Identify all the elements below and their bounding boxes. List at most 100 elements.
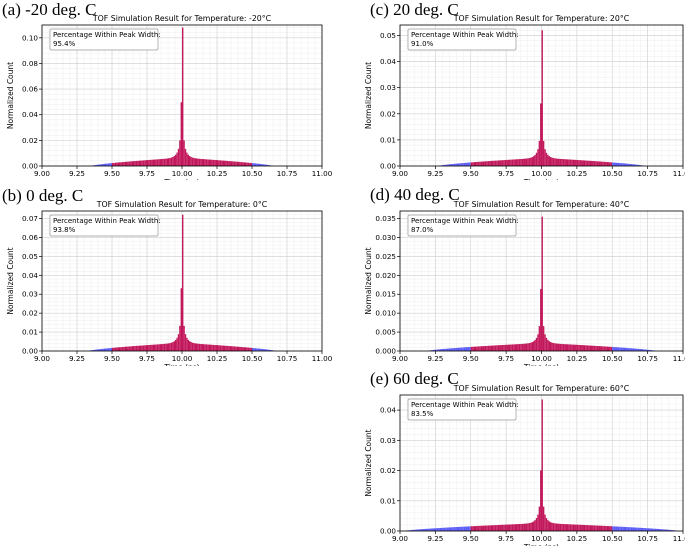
x-tick-label: 10.75 — [637, 169, 658, 178]
histogram-bar — [428, 528, 430, 531]
x-tick-label: 10.50 — [602, 354, 623, 363]
histogram-bar — [547, 154, 549, 166]
histogram-bar — [482, 161, 484, 166]
histogram-bar — [92, 349, 94, 351]
histogram-bar — [487, 345, 490, 351]
panel-label-c: (c) 20 deg. C — [370, 0, 459, 19]
histogram-bar — [226, 345, 229, 351]
annotation-line-2: 95.4% — [53, 40, 76, 48]
histogram-bar — [144, 160, 146, 166]
histogram-bar — [517, 524, 519, 531]
histogram-bar — [186, 337, 188, 351]
chart-title: TOF Simulation Result for Temperature: 4… — [453, 200, 630, 209]
histogram-bar — [493, 160, 495, 166]
histogram-bar — [267, 349, 269, 351]
x-tick-label: 11.00 — [312, 354, 333, 363]
histogram-bar — [109, 348, 111, 351]
histogram-bar — [619, 526, 621, 531]
x-tick-label: 11.00 — [673, 169, 685, 178]
histogram-bar — [225, 345, 227, 351]
histogram-bar — [233, 161, 236, 166]
histogram-bar — [179, 140, 181, 166]
histogram-bar — [425, 528, 427, 531]
histogram-bar — [412, 529, 415, 531]
x-tick-label: 10.25 — [567, 534, 588, 543]
panel-label-b: (b) 0 deg. C — [2, 186, 84, 205]
histogram-bar — [460, 526, 463, 531]
histogram-bar — [418, 529, 420, 531]
histogram-bar — [525, 343, 528, 351]
histogram-bar — [657, 528, 659, 531]
histogram-bar — [658, 529, 661, 531]
histogram-bar — [535, 337, 538, 351]
histogram-bar — [582, 345, 584, 351]
histogram-bar — [555, 523, 558, 531]
histogram-bar — [589, 345, 592, 351]
histogram-bar — [207, 344, 209, 351]
histogram-bar — [474, 162, 477, 166]
histogram-bar — [151, 159, 153, 166]
histogram-bar — [585, 345, 587, 351]
histogram-bar — [490, 525, 492, 531]
histogram-bar — [531, 342, 534, 351]
histogram-bar — [473, 162, 475, 166]
y-tick-label: 0.07 — [22, 214, 38, 223]
histogram-bar — [517, 344, 519, 351]
histogram-bar — [613, 526, 616, 531]
histogram-bar — [623, 163, 625, 166]
histogram-bar — [247, 162, 250, 166]
histogram-bar — [490, 160, 492, 166]
histogram-bar — [528, 523, 531, 531]
histogram-bar — [194, 158, 196, 166]
histogram-bar — [588, 345, 590, 351]
histogram-bar — [180, 102, 182, 166]
y-axis-label: Normalized Count — [6, 62, 15, 129]
histogram-bar — [183, 325, 185, 351]
histogram-bar — [670, 529, 672, 531]
histogram-bar — [540, 470, 542, 531]
histogram-bar — [189, 341, 191, 351]
y-tick-label: 0.04 — [22, 110, 38, 119]
histogram-bar — [473, 346, 475, 351]
panel-label-e: (e) 60 deg. C — [370, 369, 459, 388]
histogram-bar — [520, 159, 522, 166]
histogram-bar — [201, 344, 203, 351]
histogram-bar — [581, 524, 583, 531]
histogram-bar — [615, 347, 617, 351]
histogram-bar — [586, 160, 589, 166]
histogram-bar — [131, 161, 133, 166]
histogram-bar — [518, 344, 521, 351]
histogram-bar — [603, 525, 606, 531]
histogram-bar — [436, 349, 439, 351]
histogram-bar — [473, 526, 475, 531]
histogram-bar — [592, 161, 594, 166]
histogram-bar — [504, 159, 507, 166]
histogram-bar — [448, 527, 450, 531]
histogram-bar — [510, 159, 512, 166]
y-tick-label: 0.05 — [380, 31, 396, 40]
annotation-line-1: Percentage Within Peak Width: — [53, 31, 161, 39]
histogram-bar — [574, 159, 576, 166]
histogram-bar — [593, 345, 596, 351]
histogram-bar — [469, 526, 471, 531]
histogram-bar — [445, 527, 447, 531]
histogram-bar — [200, 158, 202, 166]
histogram-bar — [506, 344, 508, 351]
histogram-bar — [571, 524, 573, 531]
histogram-bar — [517, 159, 519, 166]
histogram-bar — [442, 348, 444, 351]
histogram-bar — [544, 334, 546, 351]
histogram-bar — [452, 527, 454, 531]
histogram-bar — [433, 528, 436, 531]
histogram-bar — [203, 159, 205, 166]
histogram-bar — [119, 162, 121, 166]
histogram-bar — [231, 161, 233, 166]
histogram-bar — [503, 344, 505, 351]
histogram-bar — [641, 527, 644, 531]
histogram-bar — [127, 161, 129, 166]
histogram-bar — [504, 524, 507, 531]
histogram-bar — [583, 160, 586, 166]
histogram-bar — [511, 524, 514, 531]
histogram-bar — [600, 525, 603, 531]
histogram-bar — [134, 161, 136, 166]
